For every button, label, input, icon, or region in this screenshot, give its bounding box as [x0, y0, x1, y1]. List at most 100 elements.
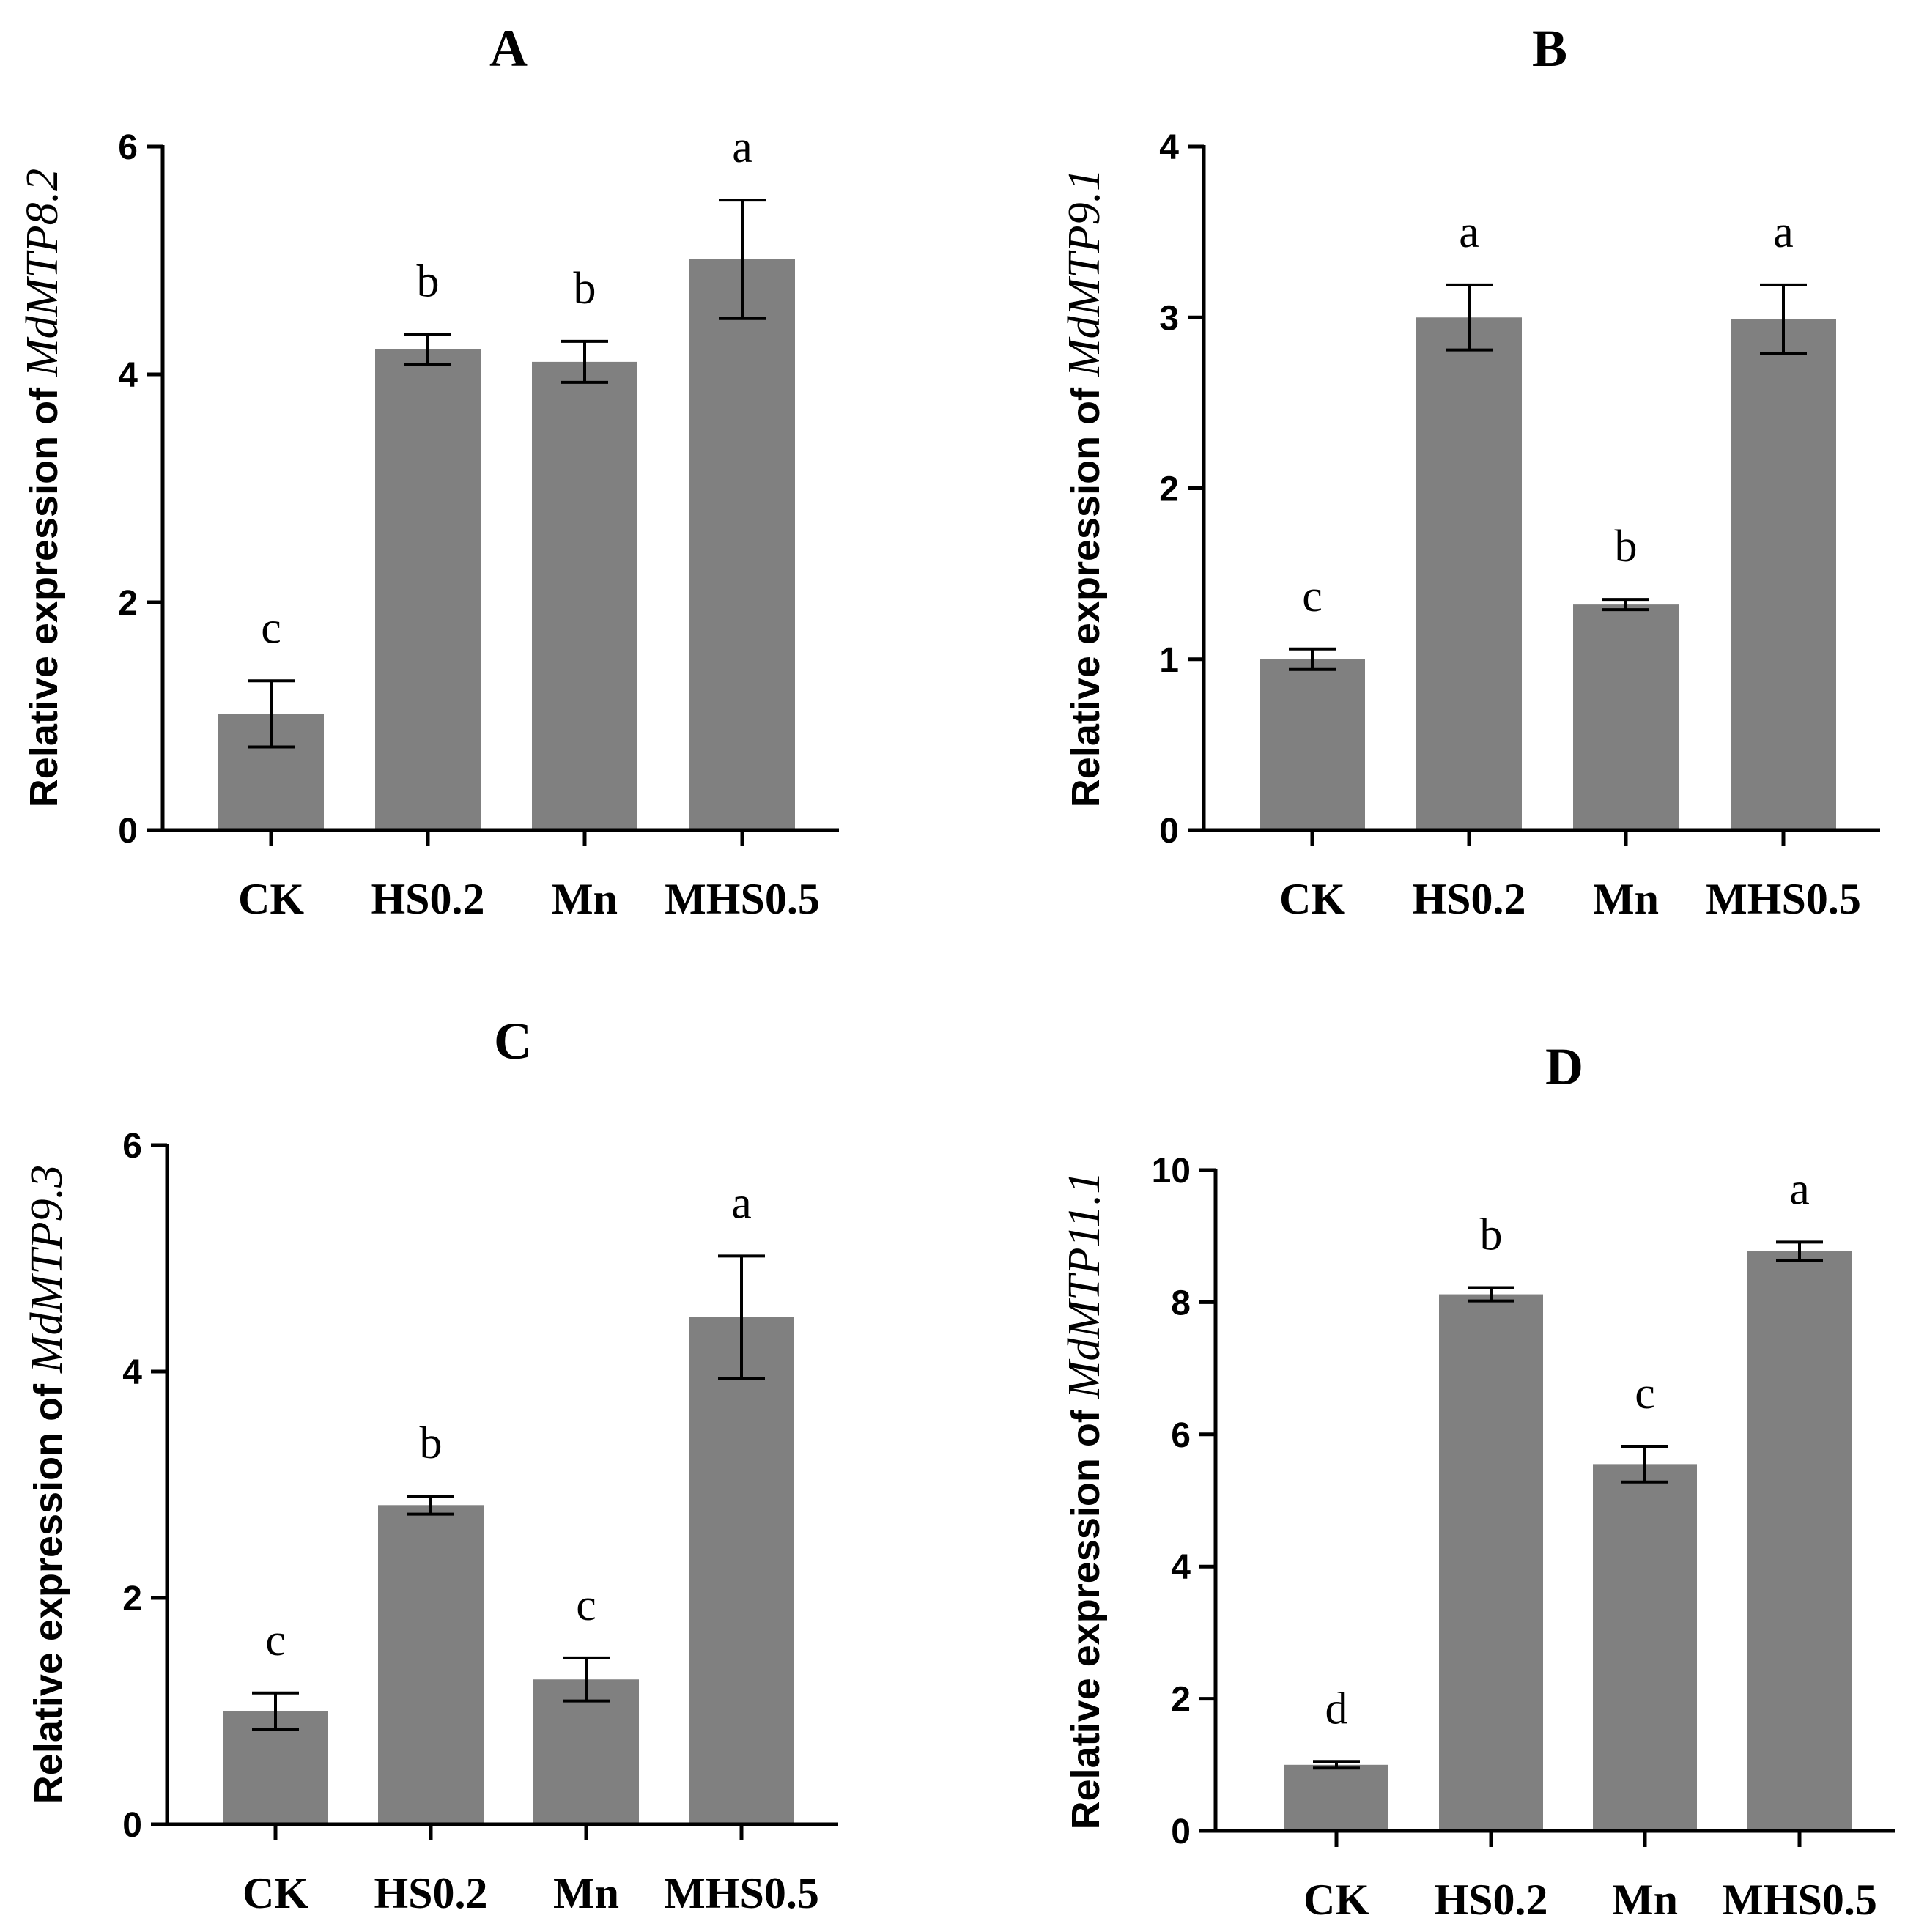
category-label-CK: CK — [1303, 1876, 1369, 1924]
error-bar-CK — [252, 1691, 299, 1731]
panel-title: C — [494, 1012, 532, 1070]
panel-title: A — [489, 19, 528, 78]
category-label-Mn: Mn — [553, 1869, 619, 1917]
y-tick-label: 6 — [118, 128, 138, 167]
y-tick-label: 0 — [1159, 812, 1179, 851]
bar-HS0.2 — [378, 1505, 484, 1824]
y-tick-label: 2 — [118, 584, 138, 623]
significance-label: c — [576, 1580, 596, 1630]
error-bar-Mn — [1602, 598, 1649, 612]
error-bar-HS0.2 — [407, 1494, 454, 1516]
category-label-CK: CK — [238, 875, 304, 923]
category-label-HS0.2: HS0.2 — [374, 1869, 487, 1917]
significance-label: b — [420, 1418, 443, 1468]
significance-label: b — [574, 264, 596, 314]
y-tick-label: 3 — [1159, 299, 1179, 338]
category-label-MHS0.5: MHS0.5 — [1722, 1876, 1877, 1924]
y-tick-label: 6 — [1171, 1416, 1191, 1455]
bar-HS0.2 — [375, 349, 481, 830]
category-label-CK: CK — [1279, 875, 1345, 923]
chart-panel-B: B 0 1 2 3 4 CK HS0.2 Mn MHS0.5 c a b a Relative expres… — [1059, 19, 1880, 923]
error-bar-CK — [1313, 1760, 1360, 1770]
y-tick-label: 4 — [122, 1353, 142, 1392]
y-tick-label: 1 — [1159, 641, 1179, 680]
chart-panel-C: C 0 2 4 6 CK HS0.2 Mn MHS0.5 c b c a Relative express… — [22, 1012, 838, 1917]
category-label-Mn: Mn — [552, 875, 618, 923]
significance-label: a — [1789, 1164, 1810, 1214]
chart-panel-D: D 0 2 4 6 8 10 CK HS0.2 Mn MHS0.5 d b c a Relative expr… — [1059, 1037, 1895, 1924]
chart-panel-A: A 0 2 4 6 CK HS0.2 Mn MHS0.5 c b b a Relative express… — [18, 19, 839, 923]
error-bar-Mn — [561, 339, 608, 384]
error-bar-MHS0.5 — [719, 199, 766, 320]
error-bar-MHS0.5 — [1760, 283, 1807, 355]
bar-CK — [1284, 1764, 1388, 1831]
category-label-HS0.2: HS0.2 — [1412, 875, 1525, 923]
bar-CK — [1260, 659, 1365, 830]
y-tick-label: 2 — [1171, 1681, 1191, 1720]
bar-HS0.2 — [1416, 317, 1522, 830]
significance-label: a — [731, 1178, 752, 1228]
y-axis-label-prefix: Relative expression of — [22, 377, 66, 807]
category-label-Mn: Mn — [1593, 875, 1659, 923]
bar-MHS0.5 — [1747, 1251, 1852, 1831]
panel-title: D — [1545, 1037, 1583, 1096]
category-label-Mn: Mn — [1612, 1876, 1678, 1924]
error-bar-MHS0.5 — [1776, 1240, 1823, 1262]
significance-label: b — [1480, 1210, 1503, 1260]
y-tick-label: 8 — [1171, 1284, 1191, 1322]
y-axis-label-prefix: Relative expression of — [26, 1373, 70, 1804]
significance-label: c — [1302, 571, 1323, 621]
significance-label: b — [417, 257, 440, 307]
error-bar-HS0.2 — [1468, 1286, 1514, 1303]
significance-label: a — [732, 122, 752, 172]
bar-Mn — [1573, 604, 1679, 830]
bar-Mn — [532, 361, 637, 830]
category-label-HS0.2: HS0.2 — [371, 875, 484, 923]
significance-label: a — [1459, 207, 1479, 257]
significance-label: a — [1773, 207, 1794, 257]
bar-Mn — [533, 1679, 639, 1824]
y-tick-label: 2 — [122, 1580, 142, 1618]
bar-Mn — [1593, 1464, 1697, 1831]
category-label-MHS0.5: MHS0.5 — [1706, 875, 1861, 923]
y-axis-label: Relative expression of MdMTP11.1 — [1059, 1172, 1109, 1830]
y-axis-label-gene: MdMTP8.2 — [18, 169, 67, 377]
y-tick-label: 4 — [1171, 1548, 1191, 1587]
y-axis-label-gene: MdMTP9.3 — [22, 1165, 72, 1374]
error-bar-Mn — [1621, 1445, 1668, 1484]
y-tick-label: 0 — [118, 812, 138, 851]
y-tick-label: 2 — [1159, 470, 1179, 509]
error-bar-HS0.2 — [404, 333, 451, 366]
significance-label: b — [1615, 522, 1638, 571]
category-label-CK: CK — [243, 1869, 308, 1917]
y-tick-label: 6 — [122, 1127, 142, 1166]
y-axis-label-prefix: Relative expression of — [1064, 377, 1108, 807]
significance-label: c — [261, 603, 281, 653]
y-tick-label: 0 — [1171, 1813, 1191, 1851]
y-axis-label-prefix: Relative expression of — [1064, 1399, 1108, 1829]
error-bar-CK — [1289, 647, 1336, 671]
significance-label: c — [1635, 1369, 1655, 1418]
bar-HS0.2 — [1439, 1294, 1543, 1831]
y-axis-label-gene: MdMTP9.1 — [1059, 169, 1109, 377]
error-bar-Mn — [563, 1656, 610, 1703]
y-axis-label: Relative expression of MdMTP9.3 — [22, 1165, 72, 1804]
bar-MHS0.5 — [689, 259, 795, 830]
error-bar-MHS0.5 — [718, 1254, 765, 1380]
bar-MHS0.5 — [1731, 319, 1836, 830]
y-axis-label: Relative expression of MdMTP8.2 — [18, 169, 67, 807]
category-label-HS0.2: HS0.2 — [1434, 1876, 1547, 1924]
y-tick-label: 0 — [122, 1806, 142, 1845]
y-tick-label: 10 — [1152, 1152, 1191, 1191]
significance-label: c — [265, 1615, 286, 1665]
category-label-MHS0.5: MHS0.5 — [665, 875, 820, 923]
significance-label: d — [1325, 1684, 1348, 1733]
panel-title: B — [1532, 19, 1567, 78]
y-tick-label: 4 — [1159, 128, 1179, 167]
bar-MHS0.5 — [689, 1317, 794, 1824]
y-axis-label-gene: MdMTP11.1 — [1059, 1172, 1109, 1400]
error-bar-HS0.2 — [1446, 283, 1493, 352]
y-tick-label: 4 — [118, 356, 138, 395]
error-bar-CK — [248, 679, 295, 749]
